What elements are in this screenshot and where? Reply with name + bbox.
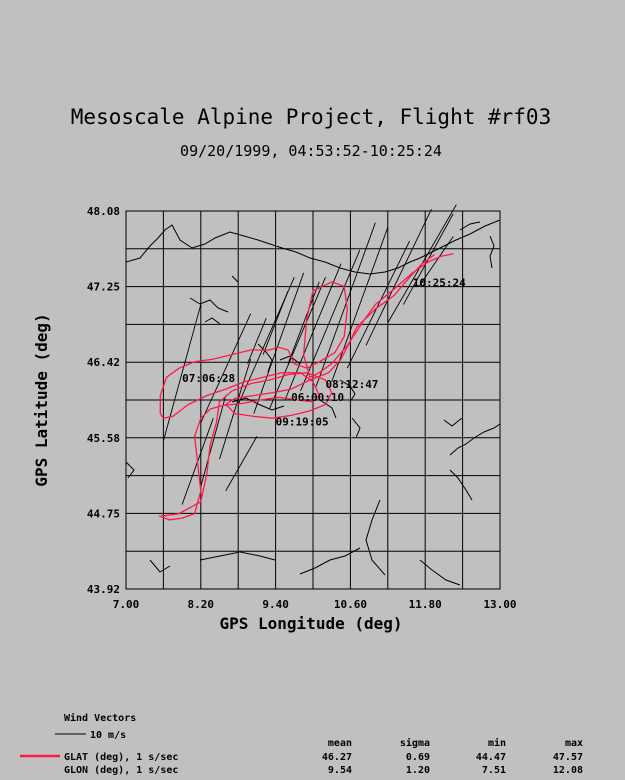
grid xyxy=(126,211,500,589)
legend: Wind Vectors 10 m/s mean sigma min max G… xyxy=(20,712,583,776)
wind-vector xyxy=(315,222,376,387)
y-tick-label: 47.25 xyxy=(87,281,120,294)
wind-vector xyxy=(268,277,326,410)
x-tick-labels: 7.00 8.20 9.40 10.60 11.80 13.00 xyxy=(113,598,517,611)
y-tick-labels: 48.08 47.25 46.42 45.58 44.75 43.92 xyxy=(87,205,120,596)
wind-vector xyxy=(162,304,202,442)
y-tick-label: 43.92 xyxy=(87,583,120,596)
time-label: 07:06:28 xyxy=(182,372,235,385)
wind-scale-label: 10 m/s xyxy=(90,730,126,741)
wind-vector xyxy=(300,249,361,392)
chart-subtitle: 09/20/1999, 04:53:52-10:25:24 xyxy=(180,142,442,160)
glon-legend-label: GLON (deg), 1 s/sec xyxy=(64,765,178,776)
glat-sigma: 0.69 xyxy=(406,752,430,763)
glat-min: 44.47 xyxy=(476,752,506,763)
wind-legend-title: Wind Vectors xyxy=(64,712,136,724)
wind-vectors xyxy=(162,204,457,505)
wind-vector xyxy=(418,236,454,287)
wind-vector xyxy=(225,436,258,492)
coastline-lakes xyxy=(189,275,301,411)
x-axis-label: GPS Longitude (deg) xyxy=(219,614,402,633)
wind-vector xyxy=(262,290,289,355)
y-tick-label: 44.75 xyxy=(87,507,120,520)
x-tick-label: 10.60 xyxy=(334,598,367,611)
glon-min: 7.51 xyxy=(482,765,506,776)
coastline-east xyxy=(319,221,501,501)
glon-sigma: 1.20 xyxy=(406,765,430,776)
time-label: 06:00:10 xyxy=(291,391,344,404)
x-tick-label: 13.00 xyxy=(483,598,516,611)
flight-track-line xyxy=(157,253,454,521)
time-label: 10:25:24 xyxy=(413,276,466,289)
glon-max: 12.08 xyxy=(553,765,583,776)
wind-vector xyxy=(287,281,320,364)
glat-max: 47.57 xyxy=(553,752,583,763)
header-max: max xyxy=(565,738,583,749)
x-tick-label: 7.00 xyxy=(113,598,140,611)
y-tick-label: 46.42 xyxy=(87,356,120,369)
y-tick-label: 45.58 xyxy=(87,432,120,445)
wind-vector xyxy=(284,263,342,401)
glat-legend-label: GLAT (deg), 1 s/sec xyxy=(64,752,178,763)
x-tick-label: 9.40 xyxy=(262,598,289,611)
wind-vector xyxy=(331,227,389,382)
wind-vector xyxy=(365,208,432,346)
wind-vector xyxy=(200,313,252,423)
wind-vector xyxy=(346,240,411,369)
glon-mean: 9.54 xyxy=(328,765,352,776)
header-min: min xyxy=(488,737,506,749)
wind-vector xyxy=(253,272,305,414)
glat-mean: 46.27 xyxy=(322,752,352,763)
x-tick-label: 8.20 xyxy=(188,598,215,611)
header-sigma: sigma xyxy=(400,737,430,749)
coastline-south xyxy=(125,461,461,586)
x-tick-label: 11.80 xyxy=(409,598,442,611)
time-label: 09:19:05 xyxy=(276,415,329,428)
wind-vector xyxy=(247,318,267,364)
wind-vector xyxy=(219,358,252,460)
chart-title: Mesoscale Alpine Project, Flight #rf03 xyxy=(71,105,551,129)
y-tick-label: 48.08 xyxy=(87,205,120,218)
time-label: 08:12:47 xyxy=(325,378,378,391)
wind-vector xyxy=(200,395,227,487)
header-mean: mean xyxy=(328,738,352,749)
y-axis-label: GPS Latitude (deg) xyxy=(32,313,51,486)
